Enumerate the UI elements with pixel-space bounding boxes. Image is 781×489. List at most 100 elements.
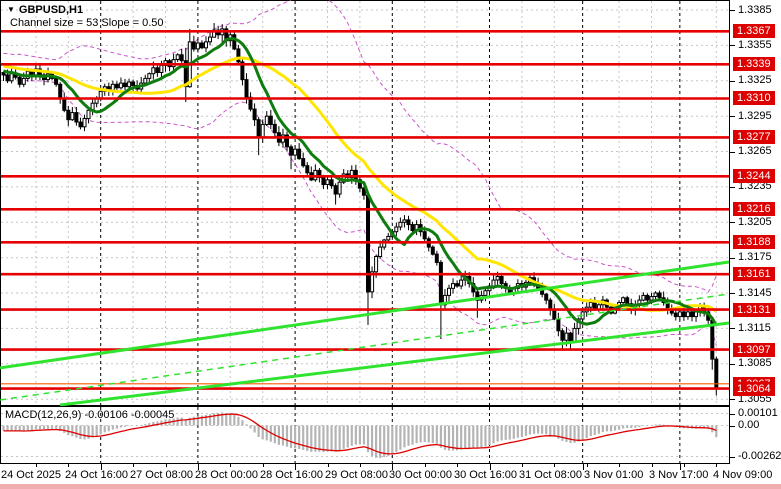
time-major-tick-mark [295, 464, 296, 470]
time-tick-mark [652, 464, 653, 467]
time-axis-label: 30 Oct 16:00 [454, 469, 517, 481]
price-tick-mark [730, 152, 735, 153]
time-major-tick-mark [101, 464, 102, 470]
macd-values-label: MACD(12,26,9) -0.00106 -0.00045 [5, 409, 175, 421]
price-tick-label: 1.3115 [738, 322, 771, 334]
price-tick-mark [730, 364, 735, 365]
macd-tick-label: 0.00101 [738, 407, 778, 419]
time-tick-mark [68, 464, 69, 467]
macd-indicator-pane[interactable] [0, 406, 730, 464]
symbol-timeframe-label: GBPUSD,H1 [18, 4, 84, 16]
time-axis-label: 24 Oct 2025 [1, 469, 61, 481]
price-tick-mark [730, 222, 735, 223]
price-tick-mark [730, 45, 735, 46]
price-axis[interactable]: 1.3385 1.3355 1.3325 1.3295 1.3265 1.3235 1.32… [730, 0, 781, 464]
macd-tick-mark [730, 457, 735, 458]
time-axis-label: 4 Nov 09:00 [713, 469, 773, 481]
price-level-label: 1.3161 [733, 267, 775, 281]
time-axis-label: 24 Oct 16:00 [65, 469, 128, 481]
price-tick-mark [730, 116, 735, 117]
time-tick-mark [360, 464, 361, 467]
horizontal-grid [1, 9, 729, 400]
price-level-label: 1.3367 [733, 24, 775, 38]
bottom-strip [0, 484, 781, 489]
time-axis[interactable]: 24 Oct 2025 24 Oct 16:00 27 Oct 08:00 28 Oc… [0, 464, 781, 484]
main-chart-pane[interactable] [0, 0, 730, 406]
time-axis-label: 3 Nov 17:00 [649, 469, 709, 481]
price-level-label: 1.3131 [733, 303, 775, 317]
price-level-label: 1.3277 [733, 130, 775, 144]
time-tick-mark [619, 464, 620, 467]
time-axis-label: 29 Oct 08:00 [325, 469, 388, 481]
price-level-label: 1.3244 [733, 169, 775, 183]
price-level-label: 1.3216 [733, 202, 775, 216]
macd-signal-line [3, 413, 717, 455]
time-axis-label: 3 Nov 01:00 [584, 469, 644, 481]
price-tick-mark [730, 10, 735, 11]
price-tick-label: 1.3235 [738, 180, 772, 192]
channel-line-solid[interactable] [0, 260, 730, 370]
price-tick-mark [730, 399, 735, 400]
price-tick-label: 1.3325 [738, 74, 772, 86]
time-axis-label: 30 Oct 00:00 [389, 469, 452, 481]
time-major-tick-mark [583, 464, 584, 470]
time-tick-mark [166, 464, 167, 467]
price-tick-label: 1.3295 [738, 110, 772, 122]
time-tick-mark [328, 464, 329, 467]
time-major-tick-mark [490, 464, 491, 470]
time-tick-mark [425, 464, 426, 467]
price-tick-label: 1.3085 [738, 357, 772, 369]
price-tick-label: 1.3265 [738, 145, 772, 157]
macd-tick-mark [730, 414, 735, 415]
price-tick-mark [730, 81, 735, 82]
price-tick-label: 1.3385 [738, 4, 772, 16]
time-tick-mark [230, 464, 231, 467]
channel-info-label: Channel size = 53 Slope = 0.50 [10, 17, 164, 29]
price-level-label: 1.3310 [733, 91, 775, 105]
time-axis-label: 28 Oct 16:00 [260, 469, 323, 481]
price-level-label: 1.3339 [733, 57, 775, 71]
envelope-lower-band [3, 74, 717, 346]
time-tick-mark [36, 464, 37, 467]
price-level-label: 1.3188 [733, 235, 775, 249]
macd-tick-label: 0.00 [738, 419, 760, 431]
main-pane-border [0, 0, 730, 406]
time-tick-mark [684, 464, 685, 467]
price-tick-mark [730, 328, 735, 329]
time-axis-label: 31 Oct 08:00 [519, 469, 582, 481]
time-tick-mark [522, 464, 523, 467]
trend-channel-lines[interactable] [0, 260, 730, 406]
price-level-label: 1.3097 [733, 343, 775, 357]
symbol-dropdown-icon[interactable]: ▼ [7, 5, 15, 14]
slow-ma-line [3, 56, 718, 313]
fast-ma-line [3, 37, 718, 327]
time-axis-label: 27 Oct 08:00 [130, 469, 193, 481]
price-tick-label: 1.3355 [738, 39, 772, 51]
time-major-tick-mark [198, 464, 199, 470]
channel-line-solid[interactable] [59, 321, 730, 406]
price-chart-canvas[interactable] [0, 0, 730, 406]
price-tick-label: 1.3175 [738, 251, 772, 263]
price-level-label: 1.3064 [733, 382, 775, 396]
time-axis-label: 28 Oct 00:00 [195, 469, 258, 481]
time-tick-mark [716, 464, 717, 467]
price-tick-mark [730, 258, 735, 259]
time-tick-mark [554, 464, 555, 467]
time-major-tick-mark [392, 464, 393, 470]
time-tick-mark [263, 464, 264, 467]
price-tick-mark [730, 293, 735, 294]
macd-tick-mark [730, 426, 735, 427]
time-tick-mark [133, 464, 134, 467]
time-tick-mark [587, 464, 588, 467]
symbol-row: ▼ GBPUSD,H1 [7, 4, 83, 16]
price-tick-label: 1.3205 [738, 216, 772, 228]
macd-tick-label: -0.00262 [738, 450, 781, 462]
envelope-upper-band [3, 0, 717, 293]
price-tick-label: 1.3145 [738, 287, 772, 299]
macd-canvas[interactable] [0, 406, 730, 464]
price-tick-label: 1.3055 [738, 393, 772, 405]
time-major-tick-mark [680, 464, 681, 470]
channel-line-dashed[interactable] [0, 293, 730, 401]
time-tick-mark [457, 464, 458, 467]
